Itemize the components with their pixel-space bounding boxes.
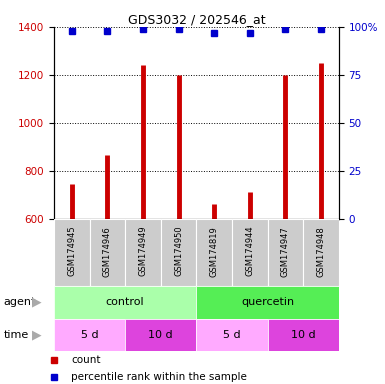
Text: GSM174944: GSM174944: [245, 226, 254, 276]
Text: GSM174946: GSM174946: [103, 226, 112, 276]
Text: GSM174947: GSM174947: [281, 226, 290, 276]
Bar: [268, 219, 303, 286]
Text: 5 d: 5 d: [81, 330, 98, 340]
Text: 5 d: 5 d: [223, 330, 241, 340]
Bar: [125, 319, 196, 351]
Text: GSM174950: GSM174950: [174, 226, 183, 276]
Text: time: time: [4, 330, 29, 340]
Text: GSM174945: GSM174945: [67, 226, 76, 276]
Bar: [125, 219, 161, 286]
Bar: [196, 219, 232, 286]
Text: count: count: [71, 356, 101, 366]
Bar: [196, 286, 339, 319]
Bar: [232, 219, 268, 286]
Bar: [54, 219, 90, 286]
Text: GSM174819: GSM174819: [210, 226, 219, 276]
Text: GSM174949: GSM174949: [139, 226, 147, 276]
Text: percentile rank within the sample: percentile rank within the sample: [71, 372, 247, 382]
Bar: [268, 319, 339, 351]
Bar: [90, 219, 125, 286]
Text: ▶: ▶: [32, 329, 42, 341]
Bar: [54, 319, 125, 351]
Bar: [196, 319, 268, 351]
Text: 10 d: 10 d: [291, 330, 315, 340]
Text: control: control: [106, 297, 144, 308]
Text: agent: agent: [4, 297, 36, 308]
Bar: [303, 219, 339, 286]
Text: GSM174948: GSM174948: [316, 226, 325, 276]
Bar: [54, 286, 196, 319]
Text: quercetin: quercetin: [241, 297, 294, 308]
Bar: [161, 219, 196, 286]
Title: GDS3032 / 202546_at: GDS3032 / 202546_at: [127, 13, 265, 26]
Text: ▶: ▶: [32, 296, 42, 309]
Text: 10 d: 10 d: [149, 330, 173, 340]
